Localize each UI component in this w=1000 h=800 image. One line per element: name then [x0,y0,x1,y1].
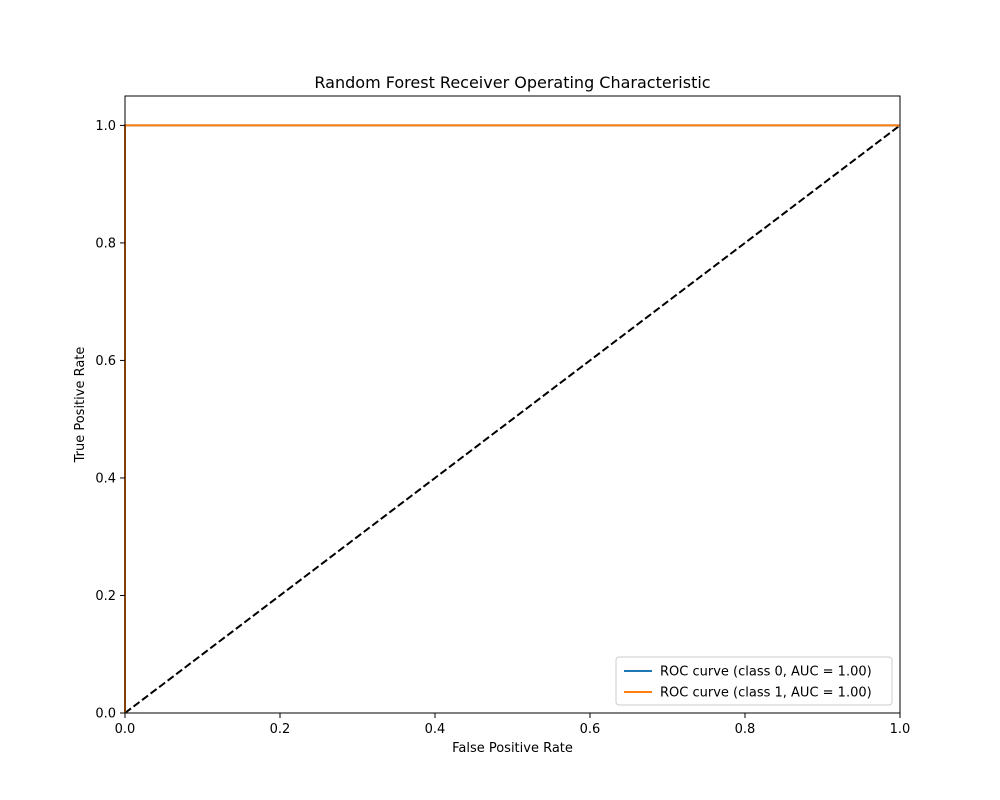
y-tick-label: 0.6 [95,354,116,369]
y-axis-label: True Positive Rate [73,347,88,464]
legend: ROC curve (class 0, AUC = 1.00) ROC curve… [615,656,893,706]
plot-frame [124,95,901,714]
x-tick-label: 0.6 [580,722,601,737]
chart-title: Random Forest Receiver Operating Charact… [314,73,710,92]
legend-entry-class-0: ROC curve (class 0, AUC = 1.00) [660,665,872,680]
x-tick-label: 0.4 [425,722,446,737]
x-axis: 0.0 0.2 0.4 0.6 0.8 1.0 [115,713,911,737]
legend-entry-class-1: ROC curve (class 1, AUC = 1.00) [660,686,872,701]
plot-area [124,96,901,714]
x-tick-label: 1.0 [890,722,911,737]
x-tick-label: 0.0 [115,722,136,737]
reference-diagonal-line [124,124,901,714]
x-axis-label: False Positive Rate [452,741,573,756]
legend-box [615,656,893,706]
x-tick-label: 0.2 [270,722,291,737]
y-tick-label: 0.0 [95,707,116,722]
y-tick-label: 1.0 [95,119,116,134]
x-tick-label: 0.8 [735,722,756,737]
y-tick-label: 0.4 [95,471,116,486]
y-tick-label: 0.8 [95,236,116,251]
y-tick-label: 0.2 [95,589,116,604]
y-axis: 0.0 0.2 0.4 0.6 0.8 1.0 [95,119,125,722]
plot-background [125,96,900,713]
